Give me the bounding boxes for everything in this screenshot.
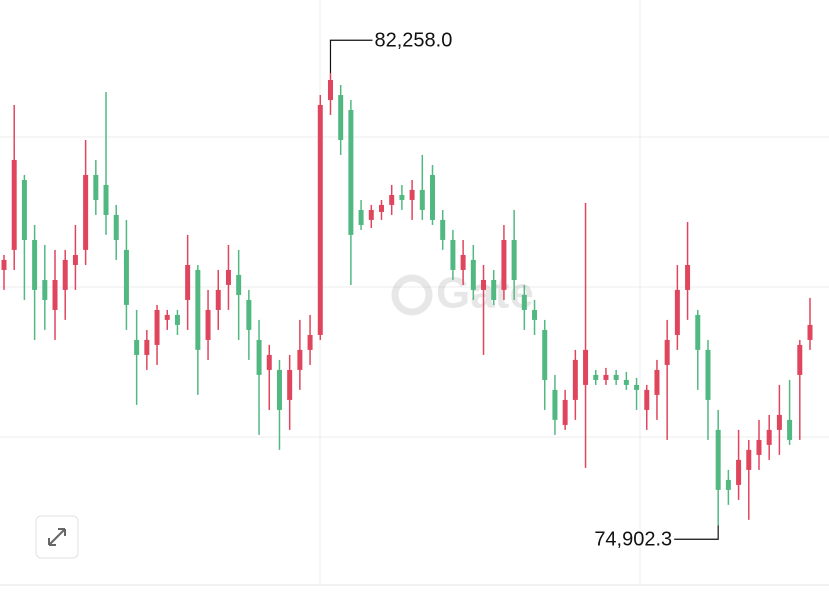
candle-body [225, 269, 231, 285]
expand-button[interactable] [35, 515, 79, 559]
candle-body [511, 239, 517, 280]
candle-body [378, 204, 384, 212]
candle-body [103, 184, 109, 215]
high-label: 82,258.0 [374, 30, 452, 52]
candle-body [583, 349, 589, 385]
candle-body [409, 189, 415, 200]
candle-body [715, 429, 721, 490]
candle-body [236, 274, 242, 295]
candle-body [450, 239, 456, 270]
candle-body [440, 219, 446, 240]
candle-body [654, 369, 660, 395]
candle-body [756, 439, 762, 455]
candle-body [72, 254, 78, 265]
candle-body [185, 264, 191, 300]
candle-body [32, 239, 38, 290]
candle-body [674, 289, 680, 335]
candle-body [215, 289, 221, 310]
candle-body [430, 174, 436, 220]
candle-body [807, 324, 813, 340]
candle-body [664, 339, 670, 365]
candle-body [52, 279, 58, 310]
candle-body [603, 374, 609, 380]
candle-body [164, 314, 170, 320]
candle-body [134, 339, 140, 355]
candle-body [266, 354, 272, 370]
candle-body [154, 309, 160, 345]
watermark-logo [391, 274, 433, 316]
candle-body [572, 359, 578, 400]
candle-body [389, 194, 395, 205]
candles [1, 73, 813, 526]
candle-body [195, 269, 201, 350]
candle-body [338, 95, 344, 140]
candle-body [695, 314, 701, 350]
candle-body [491, 279, 497, 300]
candle-body [256, 339, 262, 375]
candle-body [736, 459, 742, 485]
candle-body [787, 419, 793, 440]
candle-body [246, 299, 252, 330]
candle-body [419, 189, 425, 210]
candle-body [399, 194, 405, 200]
candle-body [562, 399, 568, 425]
candle-body [634, 384, 640, 390]
candle-body [287, 369, 293, 400]
low-marker-line [674, 525, 719, 540]
candle-body [317, 104, 323, 335]
low-label: 74,902.3 [594, 529, 672, 551]
candle-body [501, 239, 507, 290]
candle-body [644, 389, 650, 410]
candle-body [83, 174, 89, 250]
candle-body [1, 259, 7, 270]
candle-body [593, 374, 599, 380]
candle-body [460, 254, 466, 270]
watermark: Gate [391, 269, 534, 318]
candle-body [11, 159, 17, 250]
candle-body [481, 279, 487, 290]
watermark-text: Gate [436, 269, 534, 318]
expand-icon [48, 528, 66, 546]
candle-body [746, 449, 752, 470]
candle-body [613, 374, 619, 380]
candle-body [307, 334, 313, 350]
candle-body [797, 344, 803, 375]
high-marker-line [329, 39, 373, 74]
candle-body [552, 389, 558, 420]
candle-body [276, 369, 282, 410]
candle-body [62, 259, 68, 290]
candle-body [623, 379, 629, 385]
candle-body [705, 349, 711, 400]
candle-body [542, 329, 548, 380]
candle-body [348, 109, 354, 235]
candle-body [297, 349, 303, 370]
candle-body [776, 414, 782, 430]
candle-body [521, 294, 527, 310]
candle-body [470, 259, 476, 290]
candle-body [123, 249, 129, 305]
candle-body [113, 214, 119, 240]
candle-body [532, 309, 538, 320]
candle-body [368, 209, 374, 220]
candle-body [327, 80, 333, 100]
candle-body [685, 264, 691, 290]
candle-body [358, 209, 364, 225]
candle-body [21, 179, 27, 240]
candle-body [725, 479, 731, 490]
candle-body [144, 339, 150, 355]
candle-body [766, 429, 772, 445]
candle-body [42, 279, 48, 300]
candle-body [174, 314, 180, 325]
candle-body [205, 309, 211, 340]
candle-body [93, 174, 99, 200]
